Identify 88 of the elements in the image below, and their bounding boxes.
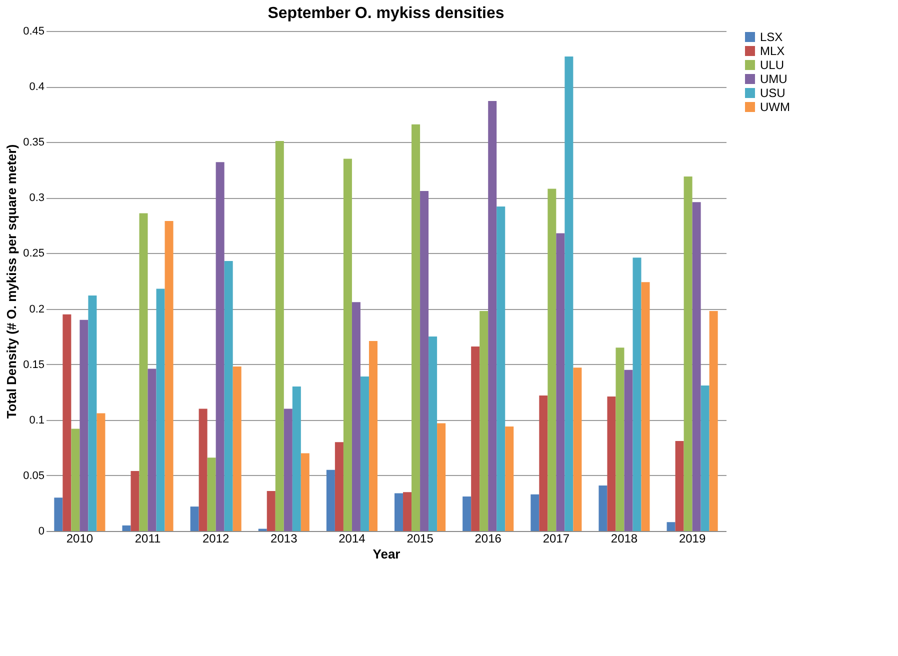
- bar: [564, 56, 574, 531]
- bar: [624, 370, 633, 531]
- y-tick-label: 0.2: [29, 303, 44, 316]
- x-tick-label: 2016: [474, 532, 502, 546]
- bar: [148, 368, 156, 531]
- bar: [275, 141, 284, 531]
- legend-label: MLX: [760, 44, 785, 58]
- bar: [300, 453, 310, 531]
- x-tick-label: 2011: [134, 532, 161, 546]
- x-tick-label: 2018: [610, 532, 638, 546]
- bar: [326, 470, 335, 531]
- bar: [471, 346, 480, 531]
- bar: [505, 426, 514, 531]
- bar: [684, 176, 692, 531]
- bar: [496, 206, 506, 531]
- bar: [224, 261, 233, 531]
- chart-title: September O. mykiss densities: [268, 5, 504, 22]
- bar: [462, 496, 472, 531]
- bar: [530, 494, 540, 531]
- bar: [666, 522, 676, 531]
- bar: [96, 413, 106, 531]
- y-tick-label: 0.35: [23, 136, 44, 149]
- bar: [692, 202, 701, 531]
- bar: [675, 441, 684, 531]
- bar: [632, 258, 642, 531]
- bar: [394, 493, 404, 531]
- bar: [139, 213, 148, 531]
- y-tick-label: 0.3: [29, 192, 44, 204]
- bar: [573, 368, 582, 531]
- bar: [488, 101, 497, 531]
- bar: [607, 396, 616, 531]
- bar: [156, 288, 165, 531]
- bar: [641, 282, 650, 531]
- bar: [266, 491, 276, 531]
- bar: [709, 311, 718, 531]
- bar: [232, 366, 242, 531]
- bar: [539, 395, 548, 531]
- x-tick-label: 2019: [678, 532, 706, 546]
- bar: [352, 302, 360, 531]
- bar: [80, 320, 88, 531]
- bar: [412, 124, 420, 531]
- bar: [480, 311, 488, 531]
- y-tick-label: 0.15: [23, 358, 44, 371]
- legend-label: UWM: [760, 100, 790, 114]
- bar: [130, 471, 140, 531]
- bar: [616, 348, 624, 531]
- bar: [62, 314, 72, 531]
- bar: [164, 221, 174, 531]
- y-tick-label: 0: [38, 526, 44, 538]
- x-tick-label: 2012: [202, 532, 230, 546]
- bar: [292, 386, 301, 531]
- legend-label: UMU: [760, 72, 788, 86]
- bar: [598, 485, 608, 531]
- x-axis-title: Year: [372, 546, 400, 562]
- bar: [190, 506, 199, 531]
- bar: [556, 233, 565, 531]
- bar: [216, 162, 224, 531]
- bar: [403, 492, 412, 531]
- y-tick-label: 0.4: [29, 81, 44, 94]
- x-tick-label: 2014: [338, 532, 366, 546]
- bar: [284, 408, 292, 531]
- x-tick-label: 2017: [542, 532, 570, 546]
- x-tick-label: 2010: [66, 532, 94, 546]
- legend-label: LSX: [760, 30, 783, 44]
- bar: [207, 458, 216, 531]
- x-tick-label: 2013: [270, 532, 298, 546]
- y-tick-label: 0.25: [23, 248, 44, 260]
- bar: [334, 442, 344, 531]
- y-tick-label: 0.45: [23, 26, 44, 38]
- bar: [428, 336, 438, 531]
- bar: [548, 188, 556, 531]
- legend-label: USU: [760, 86, 786, 100]
- bar: [360, 376, 369, 531]
- bar: [700, 385, 710, 531]
- bar: [437, 423, 446, 531]
- bar: [343, 158, 352, 531]
- legend-label: ULU: [760, 58, 784, 72]
- bar: [122, 525, 131, 531]
- y-tick-label: 0.05: [23, 470, 44, 482]
- bar: [54, 498, 63, 531]
- bar: [420, 191, 429, 531]
- x-tick-label: 2015: [406, 532, 434, 546]
- y-axis-title: Total Density (# O. mykiss per square meter): [4, 144, 20, 419]
- bar: [71, 428, 80, 531]
- bar: [198, 408, 208, 531]
- y-tick-label: 0.1: [29, 414, 44, 426]
- bar: [368, 341, 378, 531]
- bar: [88, 295, 97, 531]
